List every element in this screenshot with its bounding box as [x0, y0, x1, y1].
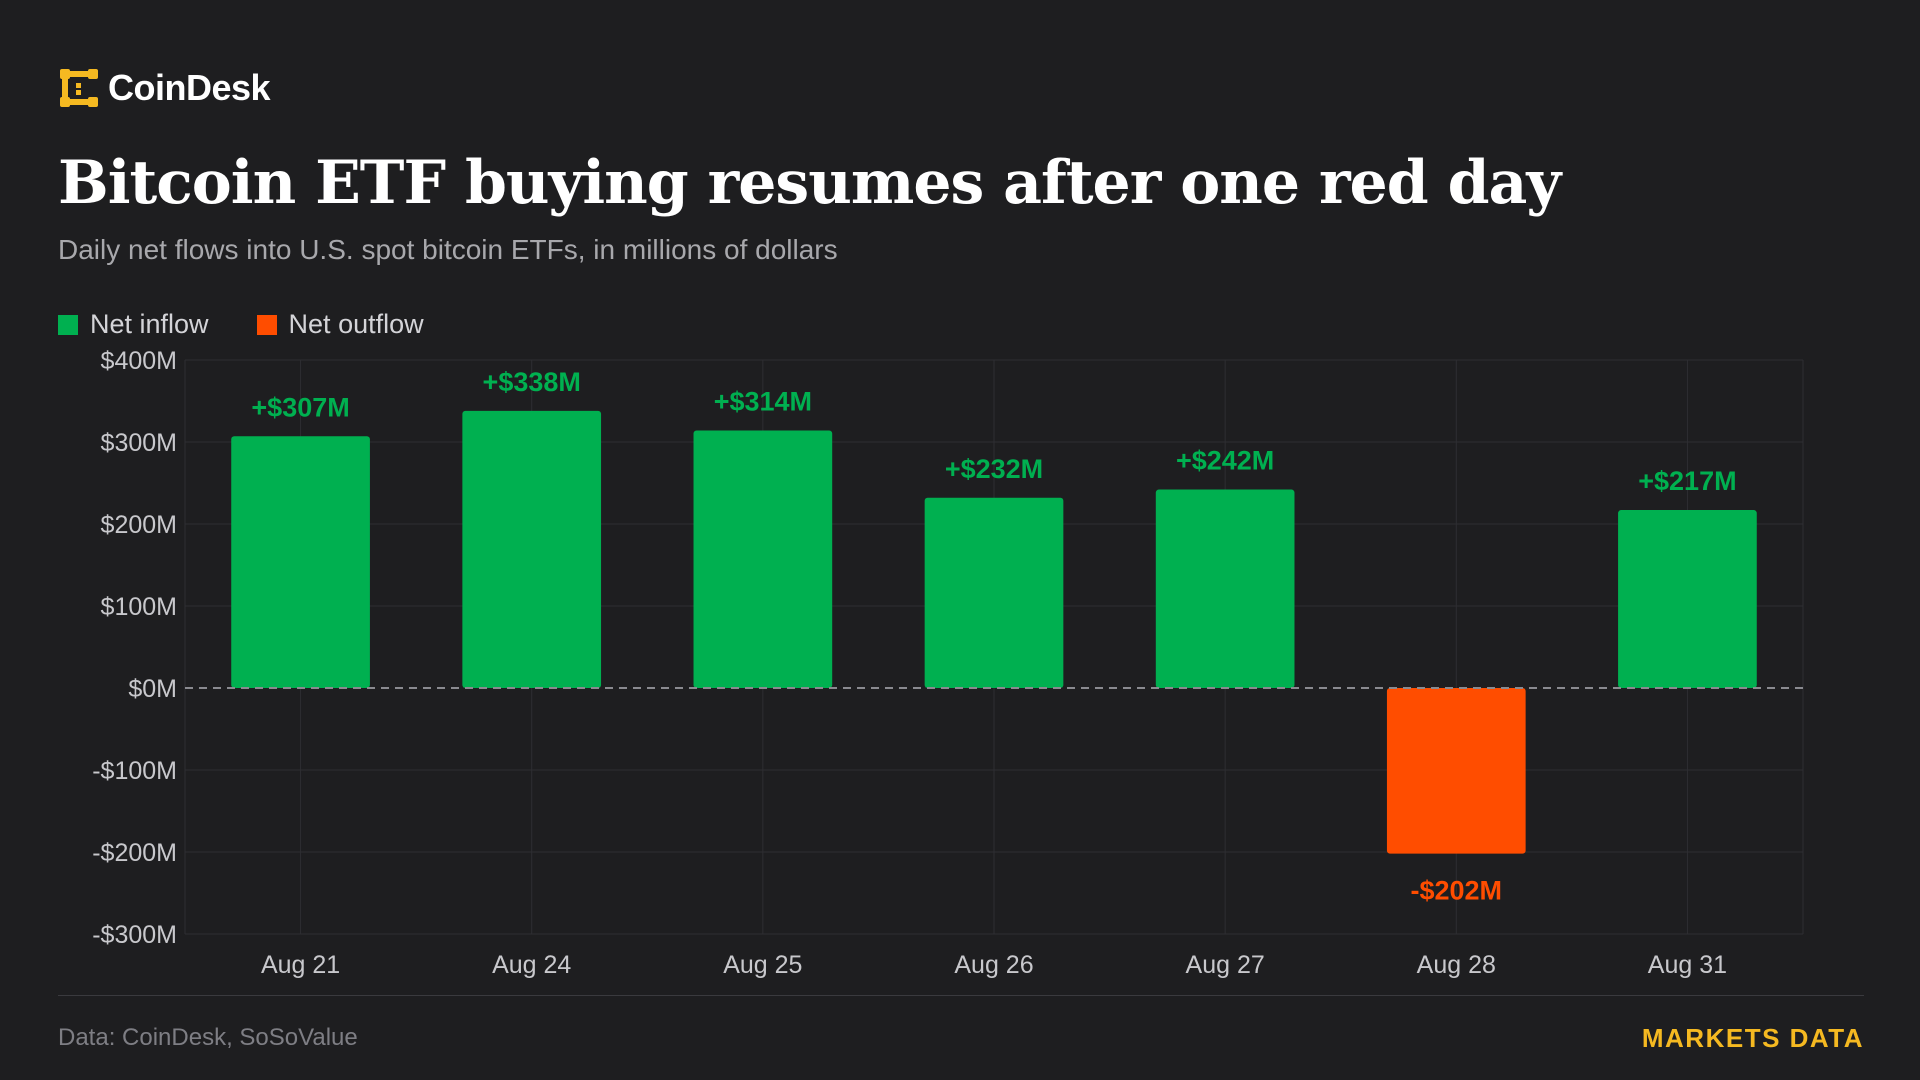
- footer-divider: [58, 995, 1864, 996]
- bar-aug-21: [231, 436, 370, 688]
- data-label: +$232M: [945, 454, 1043, 484]
- data-label: +$242M: [1176, 446, 1274, 476]
- legend-swatch-outflow: [256, 314, 277, 335]
- data-label: -$202M: [1411, 876, 1503, 906]
- brand[interactable]: CoinDesk: [58, 66, 271, 110]
- bar-aug-27: [1155, 489, 1295, 688]
- x-tick-label: Aug 31: [1648, 951, 1727, 979]
- bar-aug-31: [1618, 510, 1757, 688]
- bar-aug-28: [1386, 688, 1526, 854]
- data-label: +$217M: [1638, 466, 1736, 496]
- y-tick-label: $100M: [101, 593, 177, 621]
- x-tick-label: Aug 24: [492, 951, 571, 979]
- y-tick-label: $400M: [101, 347, 177, 375]
- bar-chart: $400M $300M $200M $100M $0M -$100M -$200M -$300…: [92, 347, 1804, 979]
- legend-item-outflow: Net outflow: [256, 309, 424, 340]
- x-tick-label: Aug 26: [954, 951, 1033, 979]
- y-tick-label: -$300M: [92, 921, 177, 949]
- y-tick-label: $0M: [128, 675, 177, 703]
- legend-label-inflow: Net inflow: [90, 309, 209, 339]
- markets-data-tag[interactable]: MARKETS DATA: [1641, 1023, 1864, 1053]
- x-tick-label: Aug 25: [723, 951, 802, 979]
- x-tick-label: Aug 27: [1186, 951, 1265, 979]
- bar-aug-24: [462, 410, 602, 688]
- chart-legend: Net inflow Net outflow: [58, 309, 472, 340]
- y-tick-label: $300M: [101, 429, 177, 457]
- y-tick-label: -$100M: [92, 757, 177, 785]
- chart-title: Bitcoin ETF buying resumes after one red…: [58, 148, 1561, 218]
- x-tick-label: Aug 21: [261, 951, 340, 979]
- brand-name: CoinDesk: [108, 67, 271, 108]
- data-label: +$307M: [251, 392, 349, 422]
- y-tick-label: $200M: [101, 511, 177, 539]
- data-label: +$338M: [483, 367, 581, 397]
- bar-aug-26: [924, 497, 1064, 688]
- legend-swatch-inflow: [58, 314, 78, 335]
- data-source: Data: CoinDesk, SoSoValue: [58, 1024, 358, 1051]
- legend-item-inflow: Net inflow: [58, 309, 209, 340]
- coindesk-logo-icon: [60, 69, 98, 107]
- bar-aug-25: [693, 430, 833, 688]
- chart-subtitle: Daily net flows into U.S. spot bitcoin E…: [58, 234, 838, 265]
- y-tick-label: -$200M: [92, 839, 177, 867]
- data-label: +$314M: [714, 387, 812, 417]
- legend-label-outflow: Net outflow: [288, 309, 424, 339]
- x-tick-label: Aug 28: [1417, 951, 1496, 979]
